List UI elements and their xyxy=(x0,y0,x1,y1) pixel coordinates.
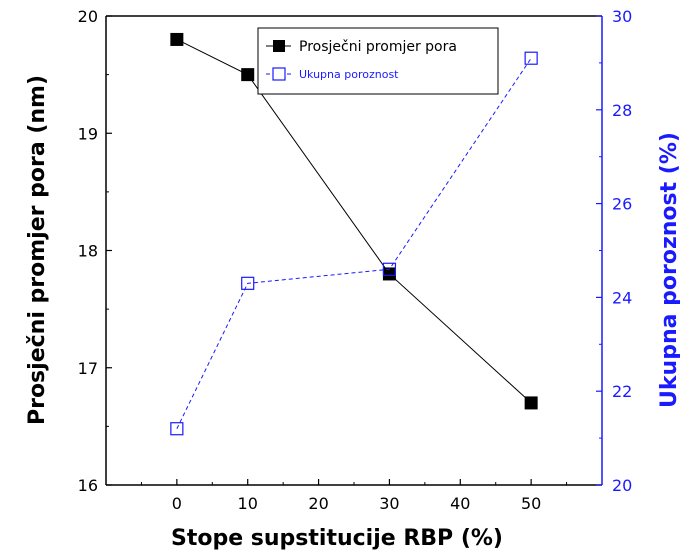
y2-tick-label: 28 xyxy=(612,101,632,120)
data-point-1 xyxy=(382,267,396,281)
y-axis-title: Prosječni promjer pora (nm) xyxy=(25,75,50,425)
y2-tick-label: 26 xyxy=(612,195,632,214)
y-tick-label: 19 xyxy=(78,124,98,143)
data-point-1 xyxy=(241,68,255,82)
x-axis-title: Stope supstitucije RBP (%) xyxy=(171,526,503,551)
legend-marker-1 xyxy=(273,40,285,52)
legend-marker-2 xyxy=(272,67,286,81)
data-point-1 xyxy=(524,396,538,410)
y-tick-label: 16 xyxy=(78,476,98,495)
x-tick-label: 50 xyxy=(521,494,541,513)
y2-axis-title: Ukupna poroznost (%) xyxy=(657,132,680,408)
legend-label-1: Prosječni promjer pora xyxy=(299,39,457,55)
data-point-2 xyxy=(170,422,184,436)
y2-tick-label: 30 xyxy=(612,7,632,26)
legend: Prosječni promjer pora Ukupna poroznost xyxy=(257,27,499,95)
x-tick-label: 40 xyxy=(450,494,470,513)
data-point-2 xyxy=(382,262,397,276)
x-tick-label: 10 xyxy=(238,494,258,513)
axes-layer: 0 10 20 30 40 50 16 17 18 19 20 20 22 24 26 28 30 xyxy=(78,7,633,513)
y2-tick-label: 24 xyxy=(612,288,632,307)
y2-tick-label: 20 xyxy=(612,476,632,495)
legend-label-2: Ukupna poroznost xyxy=(299,68,399,81)
series-line-2 xyxy=(176,57,532,429)
series-layer xyxy=(170,32,538,436)
y2-tick-label: 22 xyxy=(612,382,632,401)
x-tick-label: 20 xyxy=(308,494,328,513)
legend-box xyxy=(257,27,499,95)
y-tick-label: 20 xyxy=(78,7,98,26)
y-tick-label: 18 xyxy=(78,242,98,261)
data-point-2 xyxy=(241,276,255,290)
data-point-2 xyxy=(524,51,538,65)
x-tick-label: 30 xyxy=(379,494,399,513)
series-line-1 xyxy=(176,39,532,404)
data-point-1 xyxy=(170,32,184,46)
x-tick-label: 0 xyxy=(172,494,182,513)
y-tick-label: 17 xyxy=(78,359,98,378)
